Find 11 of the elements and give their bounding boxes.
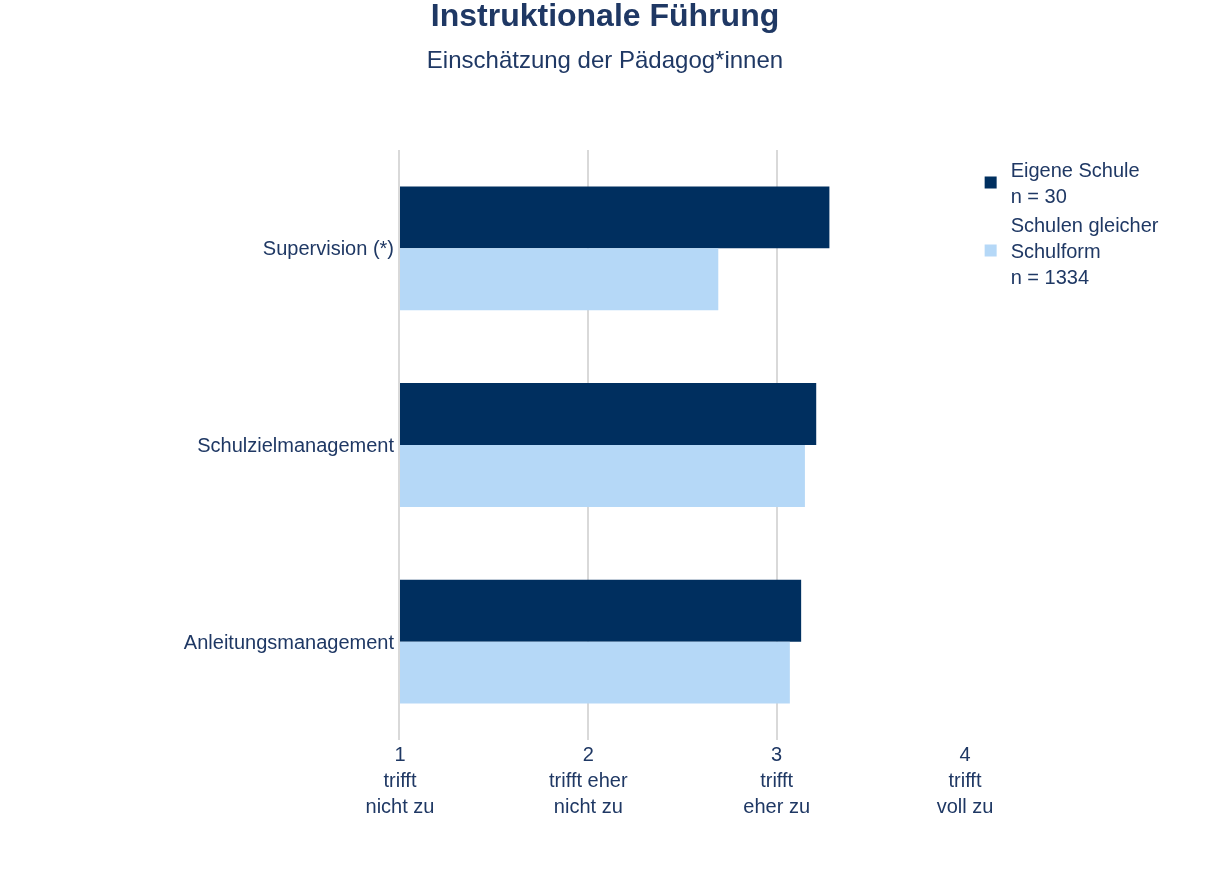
legend-label: Schulen gleicher Schulform n = 1334	[1010, 214, 1159, 289]
y-tick-label: Anleitungsmanagement	[183, 630, 395, 653]
chart-title: Instruktionale Führung	[430, 0, 780, 34]
legend-label: Eigene Schule n = 30	[1010, 159, 1140, 208]
x-tick-label: 1 trifft nicht zu	[365, 743, 435, 817]
chart-subtitle: Einschätzung der Pädagog*innen	[426, 45, 784, 73]
x-tick-label: 3 trifft eher zu	[743, 743, 811, 817]
x-tick-label: 4 trifft voll zu	[936, 743, 994, 817]
y-tick-label: Supervision (*)	[262, 237, 394, 260]
x-tick-label: 2 trifft eher nicht zu	[549, 743, 628, 817]
y-tick-label: Schulzielmanagement	[197, 434, 395, 456]
